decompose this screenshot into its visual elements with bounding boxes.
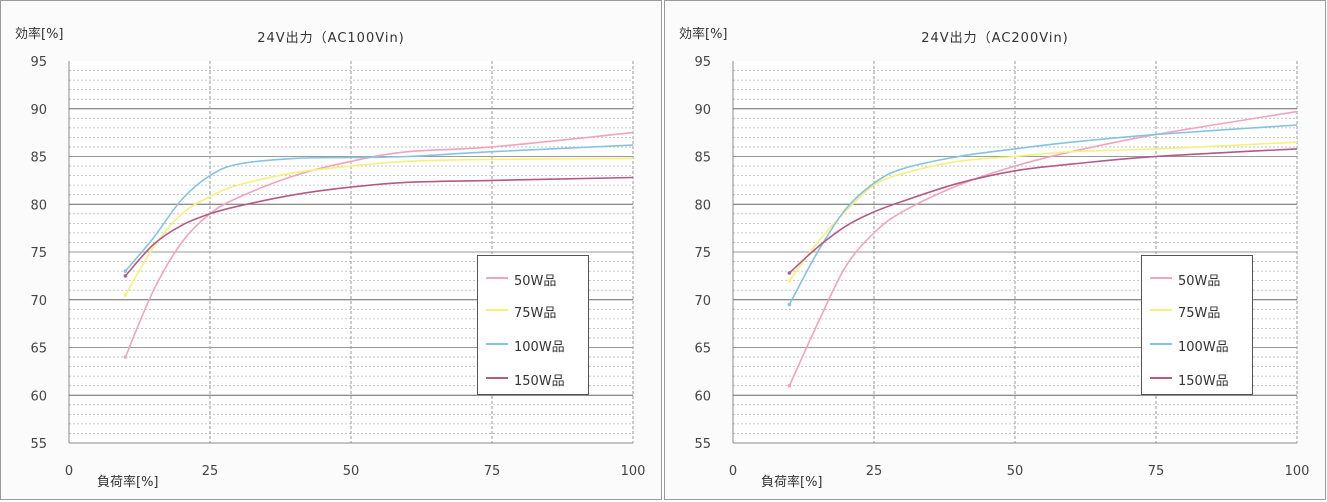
y-tick-label: 60 bbox=[694, 389, 711, 404]
legend-item: 100W品 bbox=[1142, 334, 1252, 355]
legend-swatch bbox=[486, 343, 508, 345]
series-line bbox=[124, 144, 634, 272]
y-tick-label: 90 bbox=[694, 103, 711, 118]
series-line bbox=[788, 124, 1298, 305]
y-tick-label: 70 bbox=[694, 294, 711, 309]
legend-label: 50W品 bbox=[1178, 274, 1221, 289]
legend-label: 50W品 bbox=[514, 274, 557, 289]
legend-item: 150W品 bbox=[478, 368, 588, 389]
legend-item: 75W品 bbox=[478, 300, 588, 321]
data-point bbox=[123, 274, 128, 278]
legend-label: 75W品 bbox=[514, 306, 557, 321]
data-point bbox=[787, 278, 792, 283]
data-point bbox=[787, 383, 792, 388]
x-tick-label: 25 bbox=[202, 464, 219, 479]
legend-label: 150W品 bbox=[1178, 374, 1229, 389]
chart-title: 24V出力（AC100Vin) bbox=[257, 31, 405, 46]
y-tick-label: 75 bbox=[694, 246, 711, 261]
legend-item: 50W品 bbox=[1142, 268, 1252, 289]
data-point bbox=[787, 302, 792, 307]
y-tick-label: 85 bbox=[30, 151, 47, 166]
chart-panel-ac100: 55 60 65 70 75 80 85 90 95 0 25 50 75 100 24V出力（AC100… bbox=[0, 0, 662, 500]
x-tick-label: 75 bbox=[484, 464, 501, 479]
legend: 50W品 75W品 100W品 150W品 bbox=[1141, 255, 1253, 395]
x-axis-label: 負荷率[%] bbox=[97, 475, 159, 490]
chart-panel-ac200: 55 60 65 70 75 80 85 90 95 0 25 50 75 100 24V出力（AC200… bbox=[664, 0, 1326, 500]
y-tick-label: 65 bbox=[30, 342, 47, 357]
series-line bbox=[788, 141, 1298, 282]
series-line bbox=[788, 110, 1298, 387]
x-tick-label: 75 bbox=[1148, 464, 1165, 479]
y-tick-label: 95 bbox=[694, 55, 711, 70]
legend-label: 150W品 bbox=[514, 374, 565, 389]
series-line bbox=[124, 131, 634, 358]
legend-label: 100W品 bbox=[514, 340, 565, 355]
y-tick-label: 60 bbox=[30, 389, 47, 404]
y-tick-label: 70 bbox=[30, 294, 47, 309]
y-axis-label: 効率[%] bbox=[15, 27, 64, 42]
y-tick-label: 75 bbox=[30, 246, 47, 261]
x-tick-label: 100 bbox=[621, 464, 646, 479]
y-tick-label: 65 bbox=[694, 342, 711, 357]
y-tick-label: 80 bbox=[694, 198, 711, 213]
x-tick-label: 50 bbox=[1007, 464, 1024, 479]
chart-canvas: 55 60 65 70 75 80 85 90 95 0 25 50 75 100 bbox=[694, 55, 1310, 479]
legend-swatch bbox=[486, 309, 508, 311]
legend-swatch bbox=[486, 377, 508, 379]
legend-item: 100W品 bbox=[478, 334, 588, 355]
legend-item: 75W品 bbox=[1142, 300, 1252, 321]
y-tick-label: 55 bbox=[694, 437, 711, 452]
chart-canvas: 55 60 65 70 75 80 85 90 95 0 25 50 75 100 bbox=[30, 55, 646, 479]
legend-swatch bbox=[486, 277, 508, 279]
x-tick-label: 100 bbox=[1285, 464, 1310, 479]
y-tick-label: 95 bbox=[30, 55, 47, 70]
legend-swatch bbox=[1150, 277, 1172, 279]
series-line bbox=[788, 148, 1298, 274]
x-axis-label: 負荷率[%] bbox=[761, 475, 823, 490]
x-tick-label: 25 bbox=[866, 464, 883, 479]
y-tick-label: 85 bbox=[694, 151, 711, 166]
legend-label: 75W品 bbox=[1178, 306, 1221, 321]
data-point bbox=[787, 271, 792, 275]
legend-swatch bbox=[1150, 309, 1172, 311]
legend-item: 150W品 bbox=[1142, 368, 1252, 389]
legend-swatch bbox=[1150, 377, 1172, 379]
y-axis-label: 効率[%] bbox=[679, 27, 728, 42]
legend-swatch bbox=[1150, 343, 1172, 345]
y-tick-label: 90 bbox=[30, 103, 47, 118]
series-line bbox=[124, 157, 634, 296]
y-tick-label: 55 bbox=[30, 437, 47, 452]
data-point bbox=[123, 355, 128, 359]
legend-item: 50W品 bbox=[478, 268, 588, 289]
y-tick-label: 80 bbox=[30, 198, 47, 213]
chart-title: 24V出力（AC200Vin) bbox=[921, 31, 1069, 46]
data-point bbox=[123, 293, 128, 297]
x-tick-label: 50 bbox=[343, 464, 360, 479]
legend-label: 100W品 bbox=[1178, 340, 1229, 355]
series-line bbox=[124, 176, 634, 277]
legend: 50W品 75W品 100W品 150W品 bbox=[477, 255, 589, 395]
x-tick-label: 0 bbox=[729, 464, 737, 479]
x-tick-label: 0 bbox=[65, 464, 73, 479]
data-point bbox=[123, 269, 128, 273]
